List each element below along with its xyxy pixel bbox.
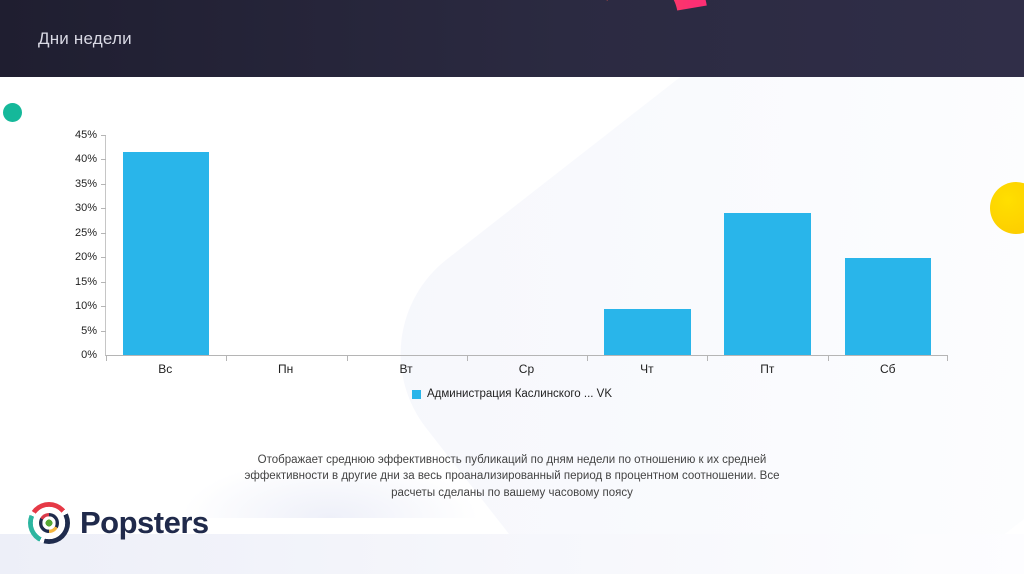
x-label-Вс: Вс — [158, 362, 173, 376]
y-label-45%: 45% — [74, 129, 97, 141]
popsters-wordmark: Popsters — [80, 505, 209, 540]
legend-label: Администрация Каслинского ... VK — [426, 388, 613, 400]
bar-slots — [106, 135, 948, 355]
bar-slot-Сб — [828, 135, 948, 355]
y-label-10%: 10% — [74, 300, 97, 313]
y-tick — [101, 159, 106, 161]
y-label-25%: 25% — [74, 226, 97, 239]
y-label-5%: 5% — [81, 324, 97, 337]
y-label-35%: 35% — [74, 177, 97, 190]
y-tick — [101, 232, 106, 234]
bar-slot-Вт — [347, 135, 467, 355]
page-title: Дни недели — [38, 28, 132, 48]
y-label-15%: 15% — [74, 275, 97, 288]
y-label-40%: 40% — [74, 153, 97, 166]
y-tick — [101, 330, 106, 332]
x-tick — [466, 355, 468, 361]
bar-slot-Вс — [106, 135, 226, 355]
chart-description: Отображает среднюю эффективность публика… — [244, 454, 780, 499]
bar-Пт — [724, 212, 811, 355]
x-label-Ср: Ср — [518, 362, 535, 376]
bar-slot-Ср — [467, 135, 587, 355]
y-label-20%: 20% — [74, 251, 97, 264]
x-label-Чт: Чт — [640, 362, 654, 376]
legend-swatch-icon — [411, 389, 421, 399]
x-tick — [947, 355, 948, 361]
wave-tint — [180, 458, 480, 518]
y-tick — [101, 183, 106, 185]
x-tick — [587, 355, 589, 361]
y-label-0%: 0% — [81, 349, 97, 361]
header-bar: Дни недели — [0, 0, 1024, 77]
y-tick — [101, 281, 106, 283]
bottom-tint-band — [0, 534, 1024, 574]
popsters-logo-icon — [28, 502, 70, 544]
y-tick — [101, 208, 106, 210]
chart-legend: Администрация Каслинского ... VK — [0, 388, 1024, 400]
y-tick — [101, 135, 106, 136]
x-label-Вт: Вт — [399, 362, 413, 376]
x-label-Пн: Пн — [278, 362, 294, 376]
bar-Сб — [844, 258, 932, 355]
bar-slot-Пн — [226, 135, 346, 355]
plot-area: 0% 5% 10% 15% 20% 25% 30% 35% 40% 45% — [75, 129, 948, 361]
y-tick — [101, 257, 106, 259]
bar-slot-Чт — [587, 135, 707, 355]
y-tick — [101, 306, 106, 308]
x-tick — [346, 355, 348, 361]
bar-slot-Пт — [707, 135, 827, 355]
x-label-Пт: Пт — [760, 362, 775, 376]
bar-Вс — [122, 151, 210, 355]
x-tick — [827, 355, 829, 361]
x-tick — [106, 355, 107, 361]
popsters-logo: Popsters — [28, 502, 209, 544]
x-axis-labels: Вс Пн Вт Ср Чт Пт Сб — [105, 362, 948, 376]
y-label-30%: 30% — [74, 202, 97, 215]
bar-Чт — [603, 309, 691, 355]
x-tick — [707, 355, 709, 361]
x-label-Сб: Сб — [879, 362, 896, 376]
teal-dot-decoration — [3, 103, 22, 122]
x-tick — [226, 355, 228, 361]
yellow-circle-decoration — [990, 182, 1024, 234]
